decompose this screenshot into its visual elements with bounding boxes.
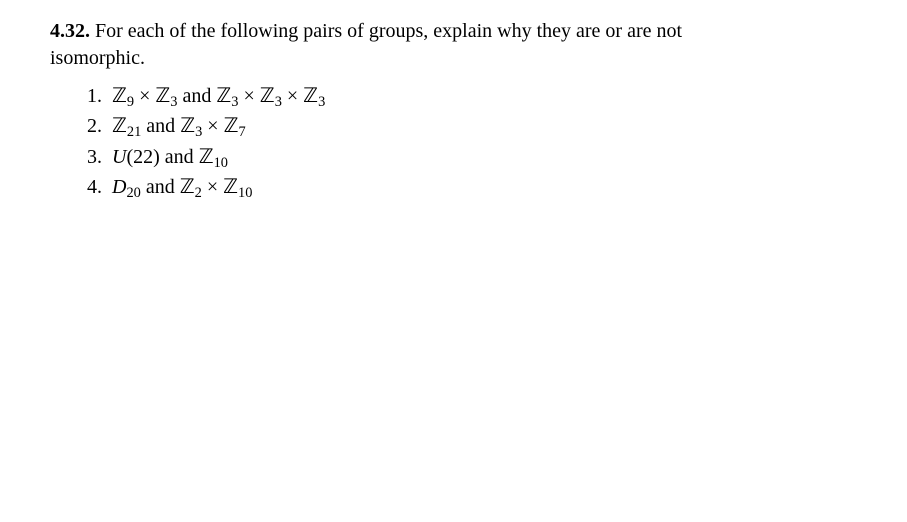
symbol-z: ℤ — [180, 176, 195, 198]
problem-statement: 4.32. For each of the following pairs of… — [50, 18, 857, 72]
symbol-times: × — [244, 85, 255, 107]
item-expression: ℤ9 × ℤ3 and ℤ3 × ℤ3 × ℤ3 — [112, 82, 325, 112]
symbol-z: ℤ — [112, 85, 127, 107]
list-item: 4. D20 and ℤ2 × ℤ10 — [82, 173, 857, 203]
symbol-u: U — [112, 146, 126, 168]
symbol-z: ℤ — [223, 176, 238, 198]
subscript: 10 — [238, 185, 252, 201]
word-and: and — [141, 176, 180, 198]
item-expression: D20 and ℤ2 × ℤ10 — [112, 173, 252, 203]
subscript: 2 — [195, 185, 202, 201]
item-expression: U(22) and ℤ10 — [112, 143, 228, 173]
symbol-times: × — [207, 176, 218, 198]
symbol-times: × — [139, 85, 150, 107]
symbol-z: ℤ — [180, 115, 195, 137]
subscript: 7 — [238, 124, 245, 140]
word-and: and — [160, 146, 199, 168]
subscript: 20 — [126, 185, 140, 201]
item-number: 2. — [82, 112, 102, 142]
subscript: 3 — [318, 94, 325, 110]
word-and: and — [178, 85, 217, 107]
exercise-page: 4.32. For each of the following pairs of… — [0, 0, 907, 204]
list-item: 1. ℤ9 × ℤ3 and ℤ3 × ℤ3 × ℤ3 — [82, 82, 857, 112]
item-number: 1. — [82, 82, 102, 112]
symbol-times: × — [207, 115, 218, 137]
symbol-z: ℤ — [155, 85, 170, 107]
symbol-z: ℤ — [199, 146, 214, 168]
item-number: 3. — [82, 143, 102, 173]
problem-prompt-line2: isomorphic. — [50, 47, 145, 69]
symbol-z: ℤ — [303, 85, 318, 107]
number-22: 22 — [133, 146, 153, 168]
problem-list: 1. ℤ9 × ℤ3 and ℤ3 × ℤ3 × ℤ3 2. ℤ21 and ℤ… — [50, 82, 857, 204]
subscript: 10 — [214, 155, 228, 171]
subscript: 9 — [127, 94, 134, 110]
item-number: 4. — [82, 173, 102, 203]
problem-prompt-line1: For each of the following pairs of group… — [95, 20, 682, 42]
item-expression: ℤ21 and ℤ3 × ℤ7 — [112, 112, 246, 142]
subscript: 21 — [127, 124, 141, 140]
symbol-z: ℤ — [216, 85, 231, 107]
list-item: 2. ℤ21 and ℤ3 × ℤ7 — [82, 112, 857, 142]
symbol-times: × — [287, 85, 298, 107]
word-and: and — [141, 115, 180, 137]
symbol-d: D — [112, 176, 126, 198]
subscript: 3 — [275, 94, 282, 110]
list-item: 3. U(22) and ℤ10 — [82, 143, 857, 173]
symbol-z: ℤ — [260, 85, 275, 107]
paren-close: ) — [153, 146, 160, 168]
subscript: 3 — [170, 94, 177, 110]
symbol-z: ℤ — [112, 115, 127, 137]
subscript: 3 — [195, 124, 202, 140]
symbol-z: ℤ — [224, 115, 239, 137]
problem-number: 4.32. — [50, 20, 90, 42]
subscript: 3 — [231, 94, 238, 110]
